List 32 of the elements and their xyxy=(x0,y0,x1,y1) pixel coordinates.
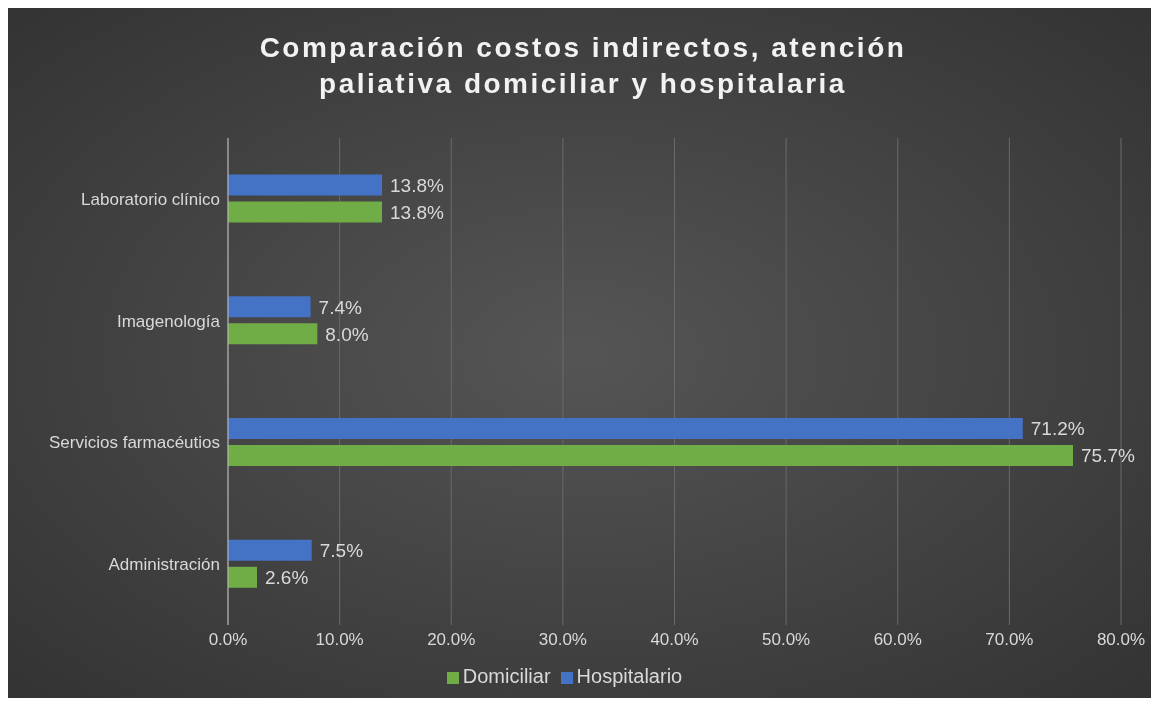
bar xyxy=(228,418,1023,440)
data-label: 75.7% xyxy=(1081,445,1135,467)
bar xyxy=(228,323,318,345)
y-tick-label: Administración xyxy=(108,555,220,575)
x-tick-label: 60.0% xyxy=(873,630,922,650)
data-label: 13.8% xyxy=(390,174,445,196)
x-tick-label: 50.0% xyxy=(762,630,811,650)
x-tick-label: 30.0% xyxy=(538,630,587,650)
x-tick-label: 0.0% xyxy=(208,630,248,650)
legend-label: Domiciliar xyxy=(462,665,551,687)
y-tick-label: Imagenología xyxy=(116,311,221,331)
chart-title: Comparación costos indirectos, atención paliativa domiciliar y hospitalaria xyxy=(258,31,908,101)
legend-label: Hospitalario xyxy=(576,665,683,687)
x-tick-label: 10.0% xyxy=(315,630,364,650)
y-tick-label: Laboratorio clínico xyxy=(81,189,220,209)
data-label: 13.8% xyxy=(390,201,445,223)
data-label: 7.4% xyxy=(318,296,363,318)
x-tick-label: 70.0% xyxy=(985,630,1034,650)
bar xyxy=(228,445,1073,467)
bar xyxy=(228,174,383,196)
data-label: 2.6% xyxy=(265,567,309,589)
data-label: 7.5% xyxy=(319,540,364,562)
y-tick-label: Servicios farmacéutios xyxy=(48,433,220,453)
x-tick-label: 20.0% xyxy=(427,630,476,650)
bar xyxy=(228,201,383,223)
data-label: 71.2% xyxy=(1030,418,1085,440)
bar xyxy=(228,539,312,561)
x-tick-label: 40.0% xyxy=(650,630,699,650)
data-label: 8.0% xyxy=(325,323,369,345)
bar xyxy=(228,296,311,318)
x-tick-label: 80.0% xyxy=(1096,630,1146,650)
bar xyxy=(228,566,258,588)
